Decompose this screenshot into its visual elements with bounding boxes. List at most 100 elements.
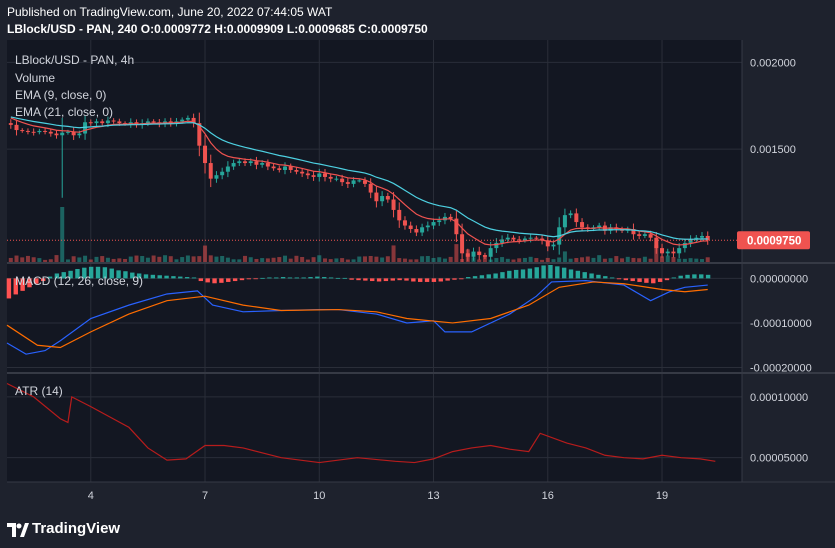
ohlc-line: LBlock/USD - PAN, 240 O:0.0009772 H:0.00…	[7, 22, 428, 36]
macd-histogram-bar	[596, 274, 601, 279]
volume-bar	[517, 258, 522, 262]
volume-bar	[505, 258, 510, 262]
candle	[197, 112, 202, 157]
candle-body	[368, 183, 373, 193]
candle-body	[500, 239, 505, 243]
macd-histogram-bar	[13, 278, 18, 295]
candle-body	[105, 120, 110, 124]
volume-bar	[620, 258, 625, 262]
macd-histogram-bar	[287, 277, 293, 279]
macd-histogram-bar	[294, 277, 300, 279]
candle	[437, 216, 442, 226]
volume-bar	[237, 259, 242, 262]
candle	[168, 117, 173, 127]
volume-bar	[522, 257, 527, 262]
candle-body	[351, 180, 356, 184]
macd-histogram-bar	[205, 278, 210, 283]
candle-body	[231, 163, 236, 167]
volume-bar	[334, 258, 339, 262]
volume-bar	[608, 258, 613, 262]
candle	[208, 154, 213, 188]
volume-bar	[94, 256, 99, 262]
candle-body	[43, 130, 48, 132]
panel-dividers	[7, 40, 835, 483]
candle-body	[482, 255, 487, 257]
candle	[568, 210, 573, 219]
volume-bar	[374, 256, 379, 262]
volume-bar	[100, 256, 105, 262]
candle	[522, 236, 527, 243]
volume-bar	[65, 259, 70, 262]
macd-histogram-bar	[459, 278, 464, 280]
volume-bar	[105, 257, 110, 262]
candle-body	[517, 239, 522, 241]
macd-histogram-bar	[280, 277, 286, 279]
macd-histogram-bar	[424, 278, 430, 282]
candle-body	[271, 166, 276, 169]
candle-body	[562, 215, 567, 228]
y-tick-label-macd-0: 0.00000000	[750, 273, 808, 285]
candle	[225, 161, 230, 178]
candle	[562, 208, 567, 234]
candle-body	[60, 132, 65, 136]
indicator-legend-0: Volume	[15, 71, 55, 85]
macd-panel	[6, 265, 711, 355]
volume-bar	[597, 255, 602, 262]
volume-bar	[220, 255, 225, 262]
macd-histogram-bar	[82, 267, 87, 279]
macd-histogram-bar	[370, 278, 375, 282]
volume-bar	[225, 257, 230, 262]
candle	[203, 135, 208, 174]
macd-histogram-bar	[274, 277, 279, 279]
candle	[677, 243, 682, 259]
macd-histogram-bar	[212, 278, 217, 284]
volume-bar	[265, 258, 270, 262]
macd-histogram-bar	[246, 278, 252, 280]
volume-bar	[660, 256, 665, 262]
candle	[500, 235, 505, 247]
macd-histogram-bar	[507, 270, 512, 279]
volume-bar	[277, 257, 282, 262]
candle-body	[25, 130, 30, 132]
candle-body	[682, 242, 687, 249]
candle	[265, 159, 270, 171]
candle-body	[505, 237, 510, 240]
candle-body	[522, 238, 527, 241]
volume-bar	[494, 258, 499, 262]
candle	[397, 202, 402, 228]
macd-histogram-bar	[308, 277, 313, 279]
chart-canvas[interactable]: 4 7 10 13 16 19 0.002000 0.001500 0.00000000 -0.0…	[0, 0, 835, 516]
indicator-legend-2: EMA (21, close, 0)	[15, 105, 113, 119]
volume-bar	[83, 255, 88, 262]
macd-histogram-bar	[47, 276, 53, 279]
candle-body	[94, 121, 99, 124]
candle-body	[688, 239, 693, 243]
macd-histogram-bar	[692, 274, 697, 279]
x-tick-label-7: 7	[202, 490, 208, 502]
volume-bar	[8, 257, 13, 262]
candle	[94, 118, 99, 126]
candle-body	[648, 234, 653, 238]
macd-histogram-bar	[616, 278, 622, 280]
candle	[682, 238, 687, 253]
candle	[511, 235, 516, 242]
macd-histogram-bar	[431, 278, 437, 282]
candle-body	[88, 122, 93, 124]
candle-body	[340, 178, 345, 183]
volume-bar	[260, 258, 265, 262]
candle	[317, 168, 322, 182]
volume-bar	[705, 257, 710, 262]
candle-body	[465, 253, 470, 257]
macd-histogram-bar	[342, 277, 347, 279]
volume-bar	[180, 257, 185, 262]
candle	[425, 221, 430, 232]
volume-bar	[534, 258, 539, 262]
macd-histogram-bar	[68, 270, 73, 279]
candle-body	[294, 169, 299, 172]
candle-body	[277, 168, 282, 170]
volume-bar	[197, 256, 202, 262]
candle-body	[128, 122, 133, 124]
candle-body	[420, 227, 425, 233]
candle-body	[145, 121, 150, 124]
candle	[37, 128, 42, 135]
